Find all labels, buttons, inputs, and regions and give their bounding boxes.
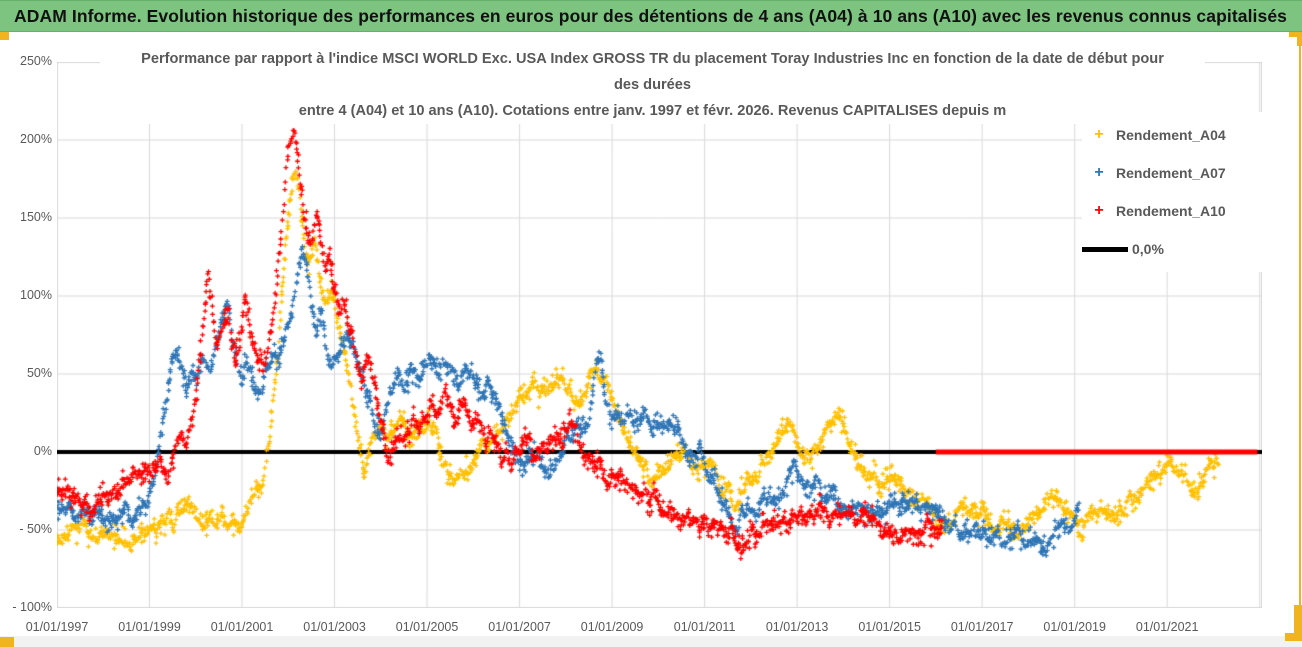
legend-item-rendement-a07[interactable]: + Rendement_A07: [1082, 154, 1267, 192]
gold-accent-bottom-left: [0, 637, 14, 647]
x-tick-label: 01/01/2019: [1043, 620, 1106, 634]
y-tick-label: - 100%: [12, 600, 52, 614]
legend-item-rendement-a04[interactable]: + Rendement_A04: [1082, 116, 1267, 154]
chart-title-line-1: Performance par rapport à l'indice MSCI …: [141, 51, 1164, 67]
bottom-strip: [0, 636, 1302, 647]
x-tick-label: 01/01/2005: [395, 620, 459, 634]
legend-label: Rendement_A07: [1116, 165, 1226, 181]
gold-accent-top-left: [0, 32, 9, 40]
legend-item-zero-line[interactable]: 0,0%: [1082, 230, 1267, 268]
gold-frame-right-edge: [1299, 32, 1301, 646]
x-axis-tick-labels: 01/01/1997 01/01/1999 01/01/2001 01/01/2003…: [26, 620, 1262, 640]
legend-item-rendement-a10[interactable]: + Rendement_A10: [1082, 192, 1267, 230]
y-axis-tick-labels: 250% 200% 150% 100% 50% 0% - 50% - 100%: [2, 54, 52, 614]
page-title: ADAM Informe. Evolution historique des p…: [14, 5, 1288, 26]
legend-label: 0,0%: [1132, 241, 1164, 257]
x-tick-label: 01/01/2001: [210, 620, 274, 634]
x-tick-label: 01/01/2011: [673, 620, 736, 634]
gold-corner-top-right-v: [1297, 32, 1302, 46]
gold-corner-bottom-right-h: [1285, 633, 1302, 641]
chart-legend[interactable]: + Rendement_A04 + Rendement_A07 + Rendem…: [1082, 112, 1267, 272]
plus-marker-icon: +: [1094, 126, 1104, 143]
x-tick-label: 01/01/2015: [858, 620, 921, 634]
plus-marker-icon: +: [1094, 164, 1104, 181]
zero-line-icon: [1082, 246, 1128, 252]
chart-title-line-2: des durées: [613, 77, 692, 93]
y-tick-label: 250%: [20, 54, 52, 68]
plus-marker-icon: +: [1094, 202, 1104, 219]
x-tick-label: 01/01/2003: [303, 620, 366, 634]
x-tick-label: 01/01/1999: [118, 620, 181, 634]
chart-plot-canvas[interactable]: [57, 62, 1262, 608]
legend-label: Rendement_A04: [1116, 127, 1226, 143]
chart-title-line-3: entre 4 (A04) et 10 ans (A10). Cotations…: [298, 103, 1007, 119]
y-tick-label: 150%: [20, 210, 52, 224]
y-tick-label: 0%: [33, 444, 52, 458]
gold-corner-bottom-right-v: [1294, 605, 1302, 641]
x-tick-label: 01/01/2021: [1135, 620, 1199, 634]
x-tick-label: 01/01/2009: [580, 620, 644, 634]
y-tick-label: 50%: [26, 366, 52, 380]
chart-title: Performance par rapport à l'indice MSCI …: [100, 46, 1205, 124]
y-tick-label: 100%: [20, 288, 52, 302]
x-tick-label: 01/01/1997: [25, 620, 89, 634]
x-tick-label: 01/01/2007: [488, 620, 551, 634]
x-tick-label: 01/01/2013: [765, 620, 829, 634]
x-tick-label: 01/01/2017: [950, 620, 1014, 634]
gold-corner-top-right-h: [1289, 32, 1302, 37]
y-tick-label: - 50%: [19, 522, 52, 536]
y-tick-label: 200%: [20, 132, 52, 146]
header-bar: ADAM Informe. Evolution historique des p…: [0, 0, 1302, 32]
legend-label: Rendement_A10: [1116, 203, 1226, 219]
